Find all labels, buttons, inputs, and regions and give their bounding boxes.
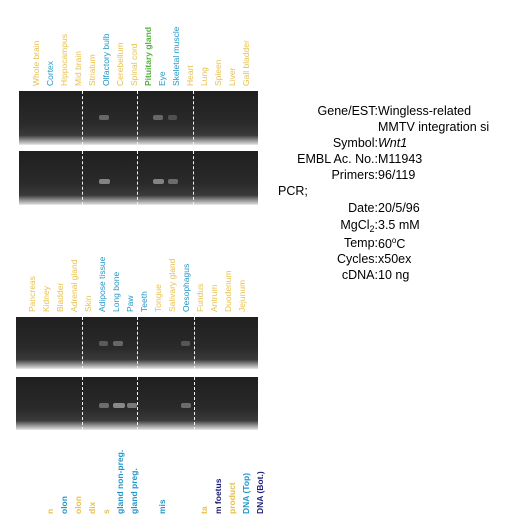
lane-label: n [45, 508, 55, 514]
lane-label: Fundus [195, 283, 205, 312]
date-label: Date: [348, 201, 378, 215]
lane-label: Mid brain [73, 51, 83, 86]
primers-value: 96/119 [378, 168, 416, 182]
lane-label: Kidney [41, 286, 51, 312]
lane-label: Cortex [45, 60, 55, 86]
lane-label: DNA (Top) [241, 472, 251, 514]
lane-label: gland preg. [129, 468, 139, 514]
lane-label: Cerebellum [115, 42, 125, 86]
embl-label: EMBL Ac. No.: [297, 152, 378, 166]
lane-label: Jejunum [237, 279, 247, 312]
lane-label: Spleen [213, 59, 223, 86]
pcr-heading: PCR; [278, 184, 308, 198]
gel-image [16, 317, 258, 369]
lane-label: Eye [157, 71, 167, 86]
gel-image [16, 377, 258, 430]
temp-label: Temp: [343, 236, 378, 250]
lane-label: Gall bladder [241, 40, 251, 86]
lane-label: Adrenal gland [69, 259, 79, 312]
cycles-value: x50ex [378, 252, 412, 266]
embl-value: M11943 [378, 152, 423, 166]
lane-label: DNA (Bot.) [255, 471, 265, 514]
cycles-label: Cycles: [337, 252, 378, 266]
lane-label: Lung [199, 67, 209, 86]
symbol-value: Wnt1 [378, 136, 408, 150]
symbol-label: Symbol: [332, 136, 378, 150]
lane-label: Striatum [87, 54, 97, 86]
lane-label: Long bone [111, 271, 121, 312]
lane-label: Pituitary gland [143, 26, 153, 86]
lane-label: Teeth [139, 291, 149, 312]
gel-image [19, 91, 258, 145]
date-value: 20/5/96 [378, 201, 420, 215]
lane-label: gland non-preg. [115, 449, 125, 514]
gene-est-value-cont: MMTV integration si [378, 120, 490, 134]
lane-label: olon [59, 496, 69, 514]
lane-label: ta [199, 506, 209, 514]
primers-label: Primers: [331, 168, 378, 182]
lane-label: Whole brain [31, 40, 41, 86]
lane-label: Adipose tissue [97, 256, 107, 312]
lane-label: Hippocampus [59, 34, 69, 86]
lane-label: Oesophagus [181, 263, 191, 312]
lane-label: Antrum [209, 284, 219, 312]
lane-label: Skin [83, 295, 93, 312]
gel-figure: Whole brain Cortex Hippocampus Mid brain… [16, 26, 265, 514]
lane-label: Skeletal muscle [171, 26, 181, 86]
lane-label: m foetus [213, 478, 223, 514]
lane-label: Olfactory bulb [101, 33, 111, 86]
gene-est-value: Wingless-related [378, 104, 472, 118]
lane-label: Heart [185, 65, 195, 86]
lane-label: Salivary gland [167, 258, 177, 312]
lane-label: Pancreas [27, 276, 37, 312]
temp-value: 60oC [378, 236, 406, 251]
lane-label: Spinal cord [129, 43, 139, 86]
lane-label: Liver [227, 67, 237, 86]
lane-label: Paw [125, 295, 135, 312]
cdna-label: cDNA: [341, 268, 378, 282]
mgcl2-value: 3.5 mM [378, 218, 420, 232]
gene-est-label: Gene/EST: [317, 104, 378, 118]
lane-label: product [227, 482, 237, 514]
lane-label: olon [73, 496, 83, 514]
mgcl2-label: MgCl2: [340, 218, 378, 234]
lane-label: Tongue [153, 284, 163, 312]
lane-label: dix [87, 501, 97, 514]
cdna-value: 10 ng [378, 268, 410, 282]
gel-image [19, 151, 258, 205]
lane-label: Bladder [55, 282, 65, 312]
